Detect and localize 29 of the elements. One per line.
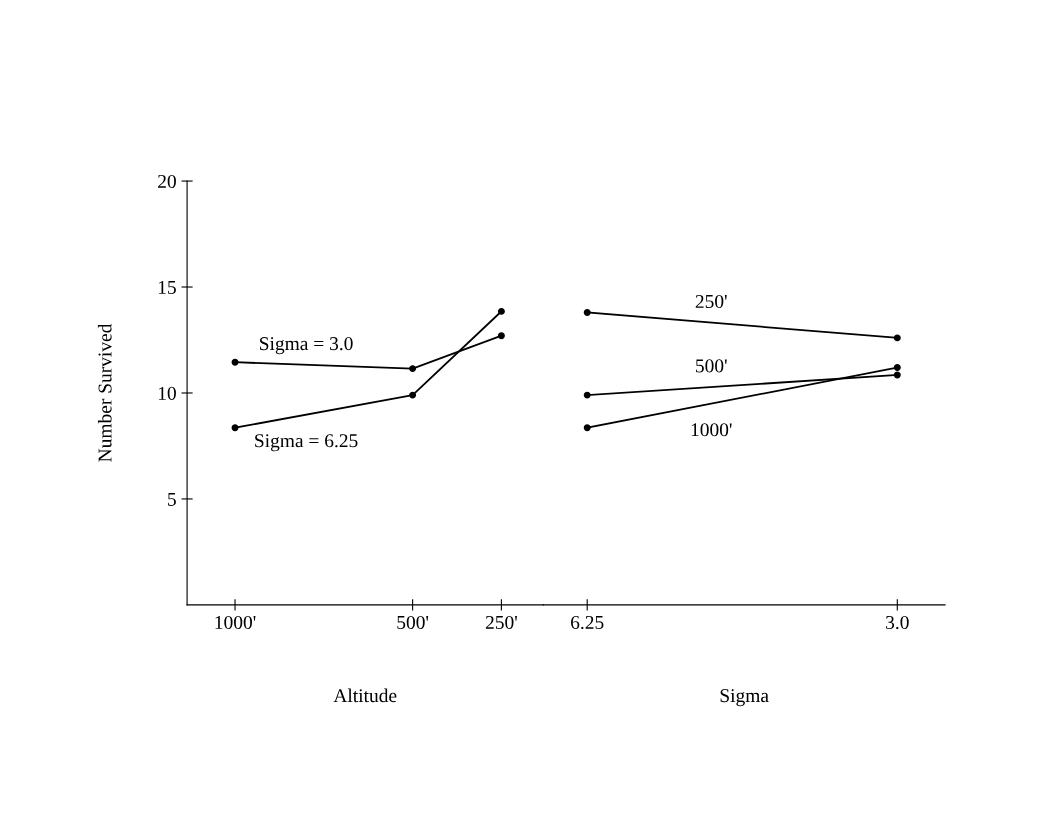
x-tick-label: 1000' bbox=[215, 615, 256, 630]
y-axis-title: Number Survived bbox=[97, 323, 112, 462]
point bbox=[231, 358, 239, 366]
x-axis-title: Sigma bbox=[720, 689, 769, 707]
point bbox=[497, 307, 505, 315]
y-tick-label: 10 bbox=[158, 386, 176, 400]
series-label: 1000' bbox=[691, 423, 732, 437]
series-label: Sigma = 3.0 bbox=[260, 337, 353, 355]
point bbox=[497, 332, 505, 340]
point bbox=[893, 364, 901, 372]
x-tick-label: 250' bbox=[485, 615, 517, 630]
x-tick-label: 500' bbox=[397, 615, 429, 630]
point bbox=[583, 391, 591, 399]
x-tick-label: 3.0 bbox=[886, 615, 909, 630]
point bbox=[583, 424, 591, 432]
point bbox=[231, 424, 239, 432]
x-axis-title: Altitude bbox=[333, 688, 397, 703]
point bbox=[409, 391, 417, 399]
y-tick-label: 5 bbox=[168, 492, 176, 506]
x-tick-label: 6.25 bbox=[571, 615, 604, 630]
point bbox=[583, 308, 591, 316]
series-label: 250' bbox=[695, 294, 727, 309]
point bbox=[893, 371, 901, 379]
series-label: 500' bbox=[696, 359, 727, 373]
point bbox=[409, 365, 417, 373]
point bbox=[893, 334, 901, 342]
y-tick-label: 15 bbox=[158, 280, 176, 294]
y-tick-label: 20 bbox=[158, 174, 176, 188]
series-label: Sigma = 6.25 bbox=[255, 434, 358, 452]
